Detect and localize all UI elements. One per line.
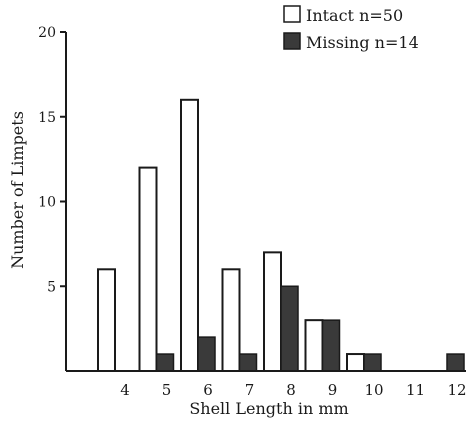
bar-intact-9 <box>304 319 324 372</box>
y-tick-labels: 5 10 15 20 <box>38 25 66 295</box>
bar-intact-6 <box>180 98 199 373</box>
y-tick-label: 5 <box>47 279 56 295</box>
legend-label-intact: Intact n=50 <box>306 6 403 25</box>
x-tick-label: 7 <box>245 381 255 399</box>
y-tick-label: 20 <box>38 25 56 41</box>
y-axis-title: Number of Limpets <box>8 111 27 269</box>
bar-intact-10 <box>346 353 365 372</box>
bar-missing-12 <box>446 353 465 372</box>
bar-missing-10 <box>363 353 382 372</box>
legend-label-missing: Missing n=14 <box>306 33 419 52</box>
bar-missing-6 <box>197 336 216 372</box>
legend-swatch-intact <box>283 5 301 23</box>
x-tick-label: 4 <box>120 381 130 399</box>
x-tick-label: 11 <box>406 381 425 399</box>
bar-intact-7 <box>221 268 241 372</box>
x-tick-label: 12 <box>447 381 466 399</box>
bar-missing-5 <box>155 353 175 372</box>
legend-swatch-missing <box>283 32 301 50</box>
x-tick-labels: 4 5 6 7 8 9 10 11 12 <box>120 381 466 399</box>
x-tick-label: 8 <box>286 381 296 399</box>
bar-group <box>97 98 465 373</box>
bar-intact-5 <box>138 166 158 372</box>
y-tick-label: 15 <box>38 110 56 126</box>
y-tick-label: 10 <box>38 195 56 211</box>
bar-missing-8 <box>280 285 299 372</box>
x-axis-title: Shell Length in mm <box>189 399 348 418</box>
x-tick-label: 10 <box>364 381 383 399</box>
x-tick-label: 5 <box>162 381 172 399</box>
bar-intact-4 <box>97 268 116 372</box>
bar-missing-9 <box>321 319 341 372</box>
x-tick-label: 6 <box>203 381 213 399</box>
bar-missing-7 <box>238 353 258 372</box>
legend: Intact n=50 Missing n=14 <box>283 5 419 52</box>
bar-intact-8 <box>263 251 282 373</box>
x-tick-label: 9 <box>328 381 338 399</box>
